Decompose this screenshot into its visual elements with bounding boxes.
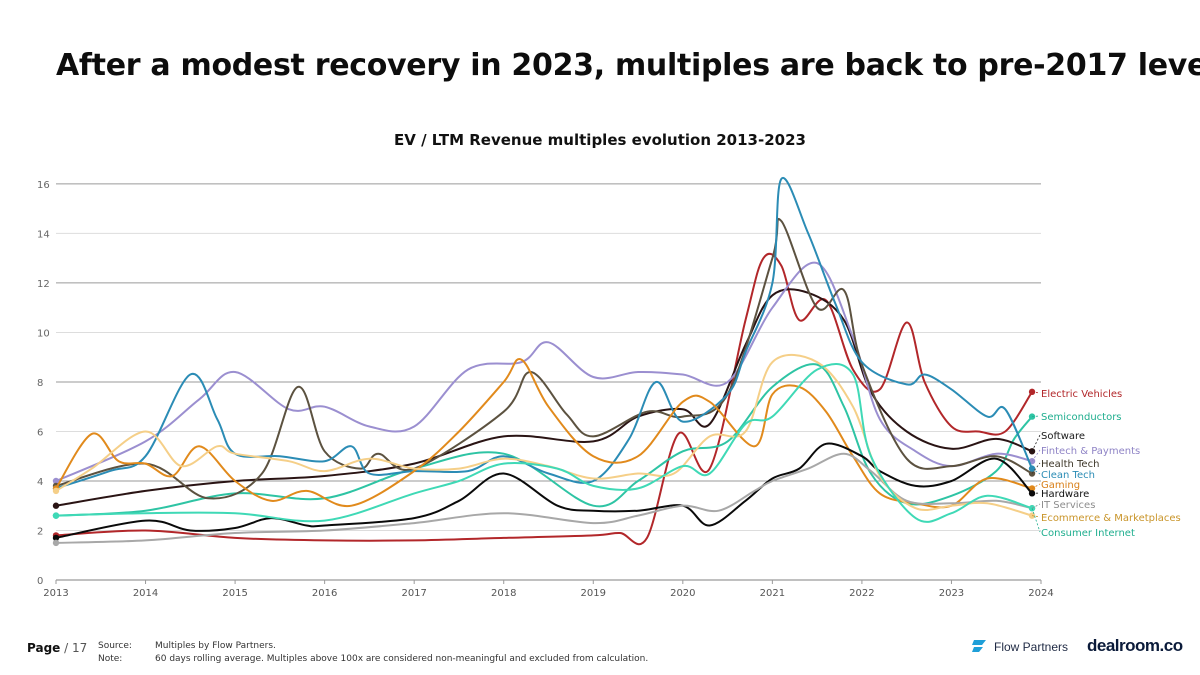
end-label-electric-vehicles: Electric Vehicles <box>1041 389 1122 400</box>
end-point-ecommerce-marketplaces <box>1028 512 1036 519</box>
x-tick-label: 2023 <box>939 588 964 599</box>
x-tick-label: 2018 <box>491 588 516 599</box>
y-tick-label: 2 <box>37 526 43 537</box>
x-tick-label: 2022 <box>849 588 874 599</box>
y-tick-label: 14 <box>37 229 50 240</box>
page-label: Page <box>27 641 61 655</box>
end-label-software: Software <box>1041 431 1085 442</box>
leader-line-consumer-internet <box>1031 508 1041 533</box>
end-label-health-tech: Health Tech <box>1041 459 1099 470</box>
end-label-clean-tech: Clean Tech <box>1041 470 1095 481</box>
y-tick-label: 8 <box>37 378 43 389</box>
x-tick-label: 2021 <box>760 588 785 599</box>
end-point-electric-vehicles <box>1028 388 1036 396</box>
end-label-consumer-internet: Consumer Internet <box>1041 528 1135 539</box>
x-tick-label: 2024 <box>1028 588 1053 599</box>
x-tick-label: 2015 <box>222 588 247 599</box>
leader-line-software <box>1031 434 1041 452</box>
note-value: 60 days rolling average. Multiples above… <box>155 654 649 664</box>
source-key: Source: <box>98 641 132 651</box>
series-line-consumer-internet <box>55 363 1033 523</box>
x-tick-label: 2019 <box>581 588 606 599</box>
start-point-fintech-payments <box>52 477 60 485</box>
start-point-ecommerce-marketplaces <box>52 487 60 495</box>
end-label-semiconductors: Semiconductors <box>1041 412 1122 423</box>
x-tick-label: 2013 <box>43 588 68 599</box>
series-line-it-services <box>55 452 1033 544</box>
y-tick-label: 12 <box>37 279 50 290</box>
x-tick-label: 2017 <box>401 588 426 599</box>
page-number: / 17 <box>64 641 88 655</box>
y-tick-label: 6 <box>37 427 43 438</box>
flow-partners-logo: Flow Partners <box>972 638 1068 656</box>
y-tick-label: 4 <box>37 477 43 488</box>
end-label-fintech-payments: Fintech & Payments <box>1041 446 1140 457</box>
start-point-hardware <box>52 534 60 542</box>
slide-title: After a modest recovery in 2023, multipl… <box>56 48 1200 83</box>
y-tick-label: 10 <box>37 328 50 339</box>
leader-line-ecommerce-marketplaces <box>1031 515 1041 518</box>
end-label-hardware: Hardware <box>1041 489 1089 500</box>
end-point-clean-tech <box>1028 465 1036 472</box>
footer: Page / 17 Source: Multiples by Flow Part… <box>0 630 1200 675</box>
start-point-consumer-internet <box>52 512 60 519</box>
start-point-it-services <box>52 539 60 547</box>
leader-line-it-services <box>1031 503 1041 509</box>
series-line-semiconductors <box>55 363 1033 517</box>
end-label-gaming: Gaming <box>1041 480 1080 491</box>
x-tick-label: 2014 <box>133 588 158 599</box>
leader-line-semiconductors <box>1032 415 1041 418</box>
note-key: Note: <box>98 654 123 664</box>
y-tick-label: 16 <box>37 180 50 191</box>
end-label-it-services: IT Services <box>1041 500 1095 511</box>
end-label-ecommerce-marketplaces: Ecommerce & Marketplaces <box>1041 513 1181 524</box>
y-tick-label: 0 <box>37 576 43 587</box>
series-line-clean-tech <box>55 177 1033 490</box>
x-tick-label: 2020 <box>670 588 695 599</box>
chart-container: EV / LTM Revenue multiples evolution 201… <box>0 118 1200 608</box>
leader-line-electric-vehicles <box>1031 391 1041 394</box>
x-tick-label: 2016 <box>312 588 337 599</box>
series-line-electric-vehicles <box>55 252 1033 546</box>
page-indicator: Page / 17 <box>27 641 87 655</box>
flow-partners-logo-text: Flow Partners <box>994 640 1069 654</box>
start-point-software <box>52 502 60 509</box>
series-line-gaming <box>55 357 1033 509</box>
series-line-health-tech <box>55 218 1033 500</box>
series-line-software <box>55 288 1033 507</box>
source-value: Multiples by Flow Partners. <box>155 641 276 651</box>
leader-line-gaming <box>1031 483 1041 489</box>
series-line-hardware <box>55 442 1033 539</box>
dealroom-logo: dealroom.co <box>1087 636 1183 655</box>
series-line-fintech-payments <box>55 261 1033 482</box>
line-chart: 0 2 4 6 8 10 12 14 16 2013 2014 2015 2016 2017 2018 201… <box>37 177 1181 599</box>
leader-line-clean-tech <box>1031 468 1041 475</box>
flow-partners-logo-icon <box>972 640 986 652</box>
chart-title: EV / LTM Revenue multiples evolution 201… <box>394 131 806 149</box>
